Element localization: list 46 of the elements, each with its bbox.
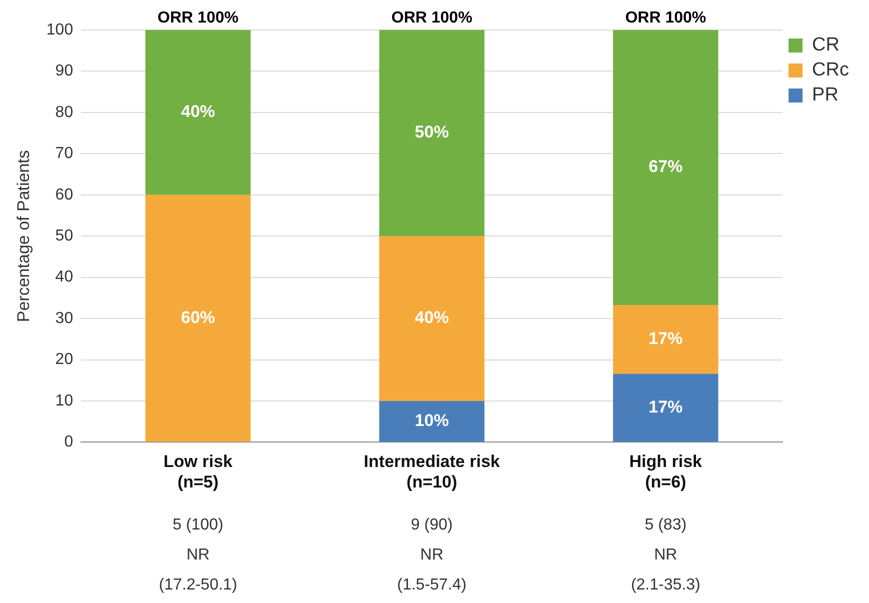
text: NR bbox=[186, 546, 210, 564]
bar bbox=[379, 30, 484, 236]
legend-label: CR bbox=[812, 34, 840, 56]
x-tick-label: Low risk (n=5) bbox=[164, 452, 234, 492]
annotation: ORR 100% bbox=[391, 9, 472, 26]
y-tick-label: 80 bbox=[55, 104, 74, 121]
legend-label: CRc bbox=[812, 60, 850, 81]
y-tick-label: 70 bbox=[55, 145, 74, 162]
y-tick-label: 60 bbox=[55, 186, 74, 204]
y-axis-title: Percentage of Patients bbox=[14, 150, 33, 322]
x-tick-label: High risk (n=6) bbox=[629, 452, 703, 492]
bar bbox=[613, 304, 718, 374]
data-label: 67% bbox=[648, 157, 683, 176]
text: (17.2-50.1) bbox=[158, 576, 238, 594]
annotation: ORR 100% bbox=[158, 9, 238, 26]
text: 5 (83) bbox=[644, 516, 687, 534]
x-tick-label: Intermediate risk (n=10) bbox=[364, 452, 500, 492]
annotation: ORR 100% bbox=[625, 9, 706, 26]
bar bbox=[379, 236, 484, 401]
data-label: 17% bbox=[648, 329, 683, 348]
data-label: 50% bbox=[414, 122, 449, 142]
data-label: 10% bbox=[414, 411, 449, 430]
y-tick-label: 20 bbox=[55, 351, 74, 368]
y-tick-label: 40 bbox=[55, 268, 74, 286]
text: NR bbox=[420, 546, 444, 564]
y-tick-label: 10 bbox=[55, 392, 74, 410]
y-tick-label: 90 bbox=[55, 62, 74, 80]
text: 9 (90) bbox=[410, 516, 453, 534]
legend-label: PR bbox=[812, 84, 838, 106]
bar bbox=[145, 194, 251, 442]
text: 5 (100) bbox=[172, 516, 224, 534]
data-label: 40% bbox=[414, 308, 449, 328]
data-label: 17% bbox=[648, 397, 683, 416]
text: (2.1-35.3) bbox=[630, 576, 700, 594]
data-label: 40% bbox=[180, 102, 216, 122]
text: (1.5-57.4) bbox=[397, 576, 467, 594]
text: NR bbox=[654, 546, 678, 564]
y-tick-label: 100 bbox=[46, 21, 74, 38]
data-label: 60% bbox=[180, 308, 216, 327]
bar bbox=[145, 30, 251, 195]
bar bbox=[379, 400, 484, 442]
y-tick-label: 0 bbox=[64, 434, 74, 451]
bar bbox=[613, 374, 718, 442]
y-tick-label: 30 bbox=[55, 310, 74, 327]
bar bbox=[613, 30, 718, 305]
y-tick-label: 50 bbox=[55, 228, 74, 245]
